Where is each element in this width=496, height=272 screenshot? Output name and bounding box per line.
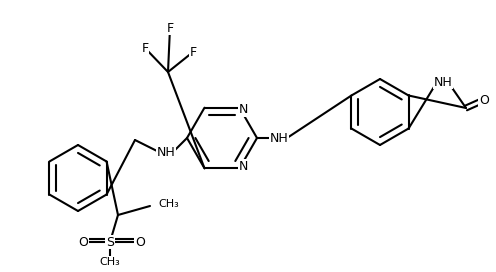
Text: O: O [479, 94, 489, 107]
Text: F: F [141, 42, 149, 54]
Text: NH: NH [270, 131, 288, 144]
Text: NH: NH [157, 146, 176, 159]
Text: O: O [135, 236, 145, 249]
Text: S: S [106, 236, 114, 249]
Text: F: F [167, 21, 174, 35]
Text: N: N [239, 103, 248, 116]
Text: F: F [189, 45, 196, 58]
Text: N: N [239, 160, 248, 173]
Text: CH₃: CH₃ [158, 199, 179, 209]
Text: O: O [78, 236, 88, 249]
Text: NH: NH [434, 76, 452, 88]
Text: CH₃: CH₃ [100, 257, 121, 267]
